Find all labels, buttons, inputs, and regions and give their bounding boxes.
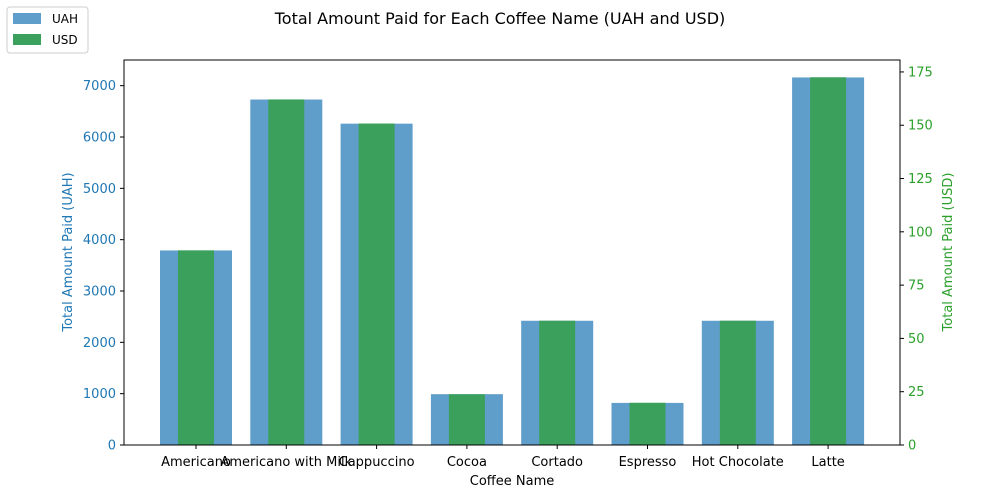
plot-frame [123,59,901,446]
left-tick-label: 6000 [83,131,116,146]
left-tick-label: 0 [108,439,116,454]
chart-title: Total Amount Paid for Each Coffee Name (… [274,9,726,28]
bar-usd [539,320,576,445]
right-tick-label: 150 [908,119,933,134]
legend-swatch-usd [13,34,41,45]
left-tick-label: 3000 [83,285,116,300]
bar-usd [268,99,305,445]
bar-usd [629,402,666,445]
left-tick-label: 7000 [83,79,116,94]
bar-usd [358,123,395,445]
left-y-axis: 0 1000 2000 3000 4000 5000 6000 7000 [83,79,124,454]
x-tick-label: Cappuccino [339,455,415,470]
legend-label-usd: USD [52,33,78,47]
y-axis-label-left: Total Amount Paid (UAH) [61,172,76,332]
usd-series [178,77,847,445]
legend-label-uah: UAH [52,12,78,26]
x-axis-label: Coffee Name [470,474,554,489]
legend: UAH USD [6,6,89,54]
left-tick-label: 4000 [83,233,116,248]
right-tick-label: 75 [908,279,925,294]
bar-usd [178,250,214,445]
right-tick-label: 25 [908,385,925,400]
right-tick-label: 50 [908,332,925,347]
right-tick-label: 0 [908,439,916,454]
x-tick-label: Espresso [619,455,677,470]
x-tick-label: Americano [161,455,231,470]
bar-usd [448,394,485,445]
right-tick-label: 175 [908,65,933,80]
right-tick-label: 100 [908,225,933,240]
left-tick-label: 5000 [83,182,116,197]
left-tick-label: 1000 [83,387,116,402]
right-y-axis: 0 25 50 75 100 125 150 175 [900,65,933,454]
uah-series [160,77,865,446]
bar-usd [810,77,847,445]
x-tick-label: Cortado [531,455,583,470]
right-tick-label: 125 [908,172,933,187]
x-tick-label: Hot Chocolate [692,455,784,470]
x-tick-label: Cocoa [447,455,487,470]
x-tick-label: Americano with Milk [220,455,352,470]
left-tick-label: 2000 [83,336,116,351]
x-tick-label: Latte [811,455,844,470]
legend-swatch-uah [13,13,41,24]
y-axis-label-right: Total Amount Paid (USD) [941,173,956,333]
bar-usd [719,320,756,445]
